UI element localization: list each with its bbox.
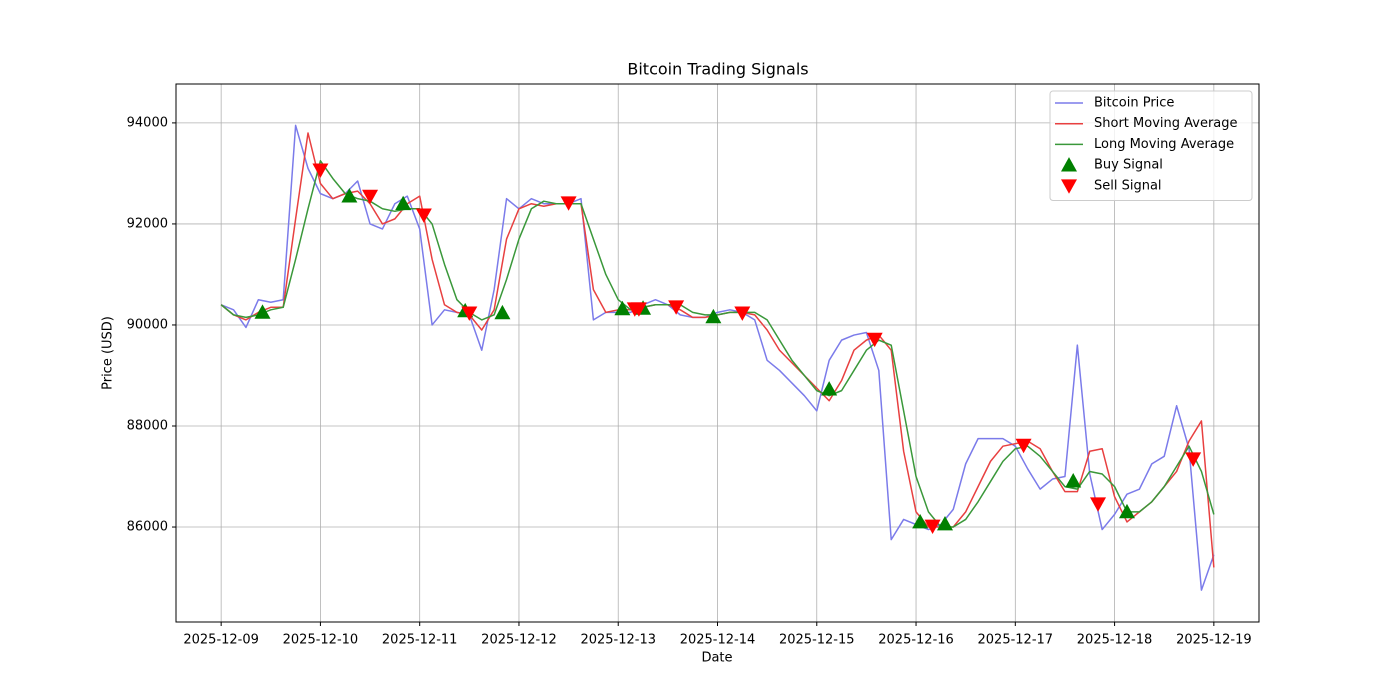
signal-marker (821, 381, 838, 396)
axes-frame (175, 83, 1260, 623)
legend-label: Long Moving Average (1094, 137, 1234, 152)
y-tick-label: 94000 (127, 115, 168, 130)
signal-marker (1185, 452, 1202, 467)
signal-marker (1015, 438, 1032, 454)
grid: 2025-12-09 2025-12-10 2025-12-11 2025-12-12… (127, 84, 1259, 648)
signal-marker (254, 304, 271, 319)
legend-label: Short Moving Average (1094, 116, 1238, 131)
legend-marker (1061, 179, 1077, 194)
x-tick-label: 2025-12-09 (183, 633, 259, 648)
signal-marker (1118, 503, 1135, 519)
signal-marker (614, 300, 631, 316)
signal-marker (936, 515, 953, 531)
signal-marker (362, 189, 379, 205)
signal-marker (560, 196, 577, 211)
legend-label: Bitcoin Price (1094, 96, 1174, 111)
x-tick-label: 2025-12-19 (1176, 633, 1252, 648)
legend: Bitcoin Price Short Moving Average Long Mo… (1049, 90, 1253, 201)
y-tick-label: 86000 (127, 520, 168, 535)
signal-marker (1065, 473, 1082, 488)
y-tick-label: 88000 (127, 418, 168, 433)
signal-marker (461, 306, 478, 321)
signal-marker (866, 332, 883, 348)
x-tick-label: 2025-12-13 (580, 633, 656, 648)
signal-marker (630, 302, 647, 317)
x-tick-label: 2025-12-10 (283, 633, 359, 648)
signal-marker (668, 300, 685, 315)
x-tick-label: 2025-12-14 (680, 633, 756, 648)
legend-label: Buy Signal (1094, 158, 1163, 173)
series-line (220, 124, 1215, 591)
y-axis-label: Price (USD) (101, 316, 116, 390)
x-tick-label: 2025-12-15 (779, 633, 855, 648)
x-tick-label: 2025-12-16 (878, 633, 954, 648)
legend-label: Sell Signal (1094, 178, 1162, 193)
series-line (220, 160, 1215, 528)
x-axis-label: Date (701, 651, 732, 666)
signal-marker (494, 304, 511, 320)
signal-marker (341, 188, 358, 203)
x-tick-label: 2025-12-17 (978, 633, 1054, 648)
y-tick-label: 90000 (127, 317, 168, 332)
signal-marker (1090, 497, 1107, 512)
x-tick-label: 2025-12-11 (382, 633, 458, 648)
signal-marker (395, 195, 412, 211)
signal-marker (312, 163, 329, 178)
x-tick-label: 2025-12-18 (1077, 633, 1153, 648)
y-tick-label: 92000 (127, 216, 168, 231)
x-tick-label: 2025-12-12 (481, 633, 557, 648)
legend-marker (1061, 157, 1077, 172)
signal-marker (924, 519, 941, 535)
legend-box (1049, 90, 1253, 201)
signal-marker (912, 513, 929, 529)
signal-marker (734, 306, 751, 321)
signal-marker (415, 208, 432, 223)
signal-marker (705, 308, 722, 324)
chart-title: Bitcoin Trading Signals (627, 60, 808, 79)
plot-area (220, 124, 1215, 591)
